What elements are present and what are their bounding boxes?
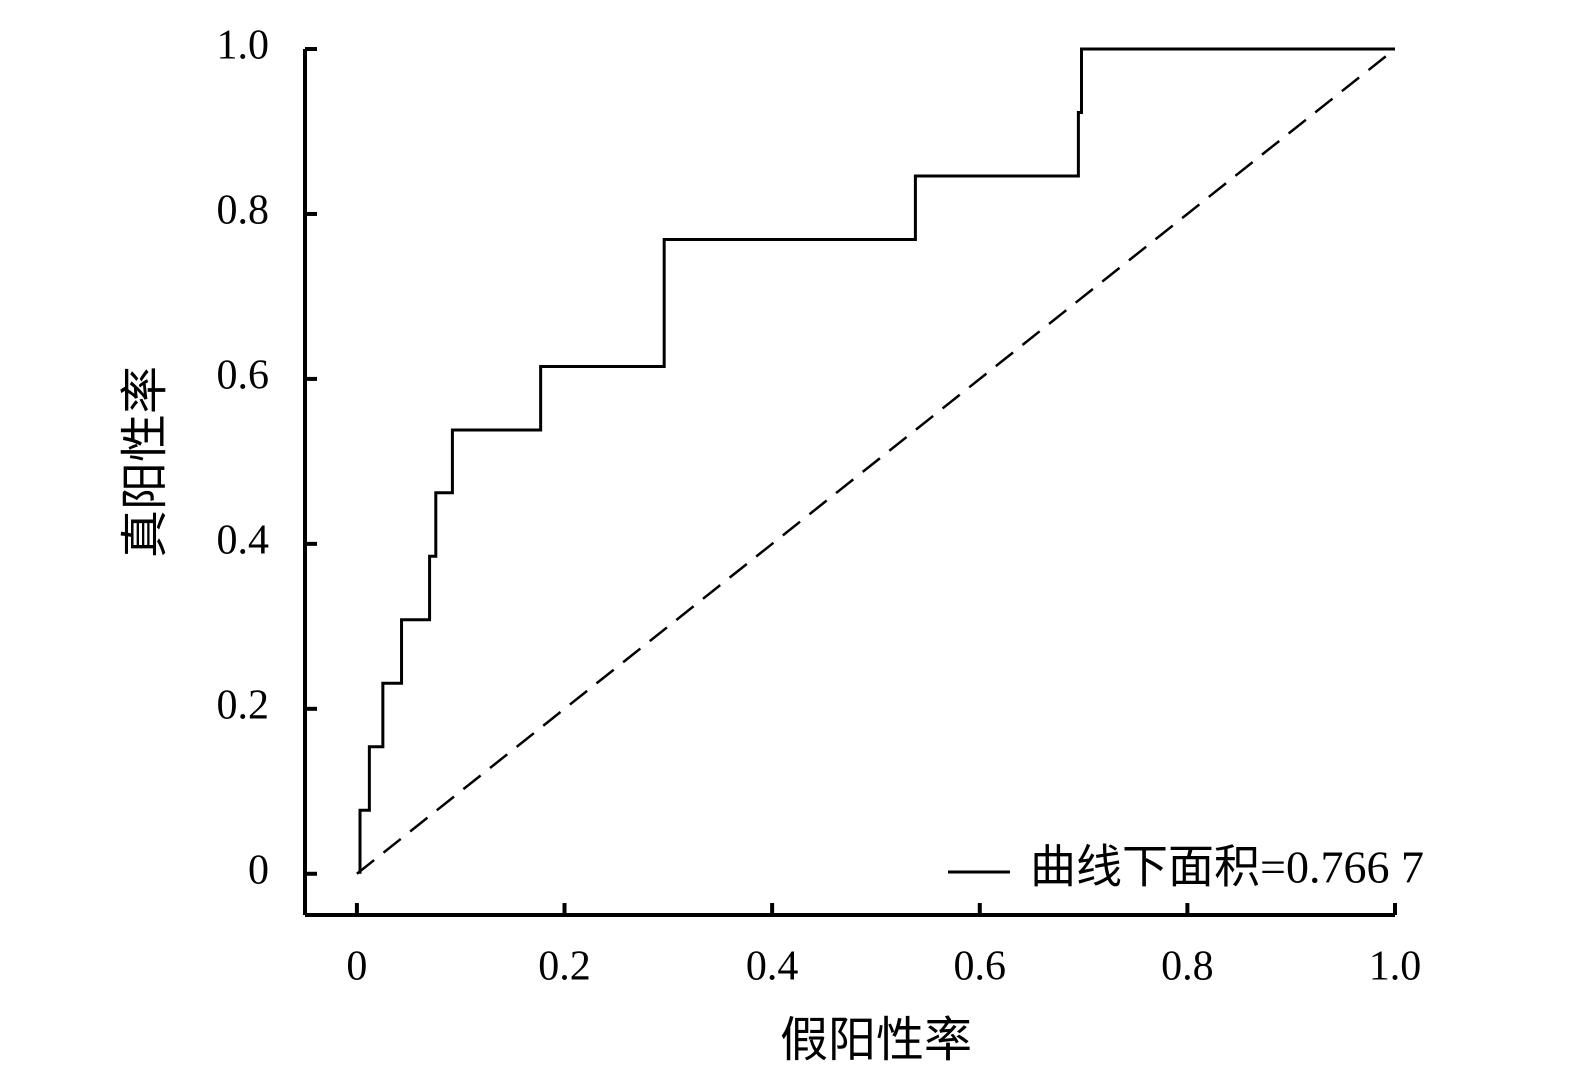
y-tick-label: 0.4 <box>217 517 270 563</box>
line <box>358 47 1395 874</box>
line <box>356 48 1396 875</box>
y-tick-label: 0.8 <box>217 188 270 234</box>
x-tick-label: 0.8 <box>1161 944 1214 990</box>
x-tick-label: 0.2 <box>538 944 591 990</box>
x-tick-label: 0 <box>346 944 367 990</box>
x-tick-label: 1.0 <box>1369 944 1422 990</box>
y-tick-label: 0.6 <box>217 353 270 399</box>
x-tick-label: 0.4 <box>746 944 799 990</box>
y-tick-label: 0.2 <box>217 682 270 728</box>
x-tick-label: 0.6 <box>954 944 1007 990</box>
legend-label: 曲线下面积=0.766 7 <box>1030 842 1424 893</box>
y-axis-title: 真阳性率 <box>119 366 172 558</box>
y-tick-label: 0 <box>248 847 269 893</box>
x-axis-title: 假阳性率 <box>780 1014 972 1067</box>
y-tick-label: 1.0 <box>217 23 270 69</box>
